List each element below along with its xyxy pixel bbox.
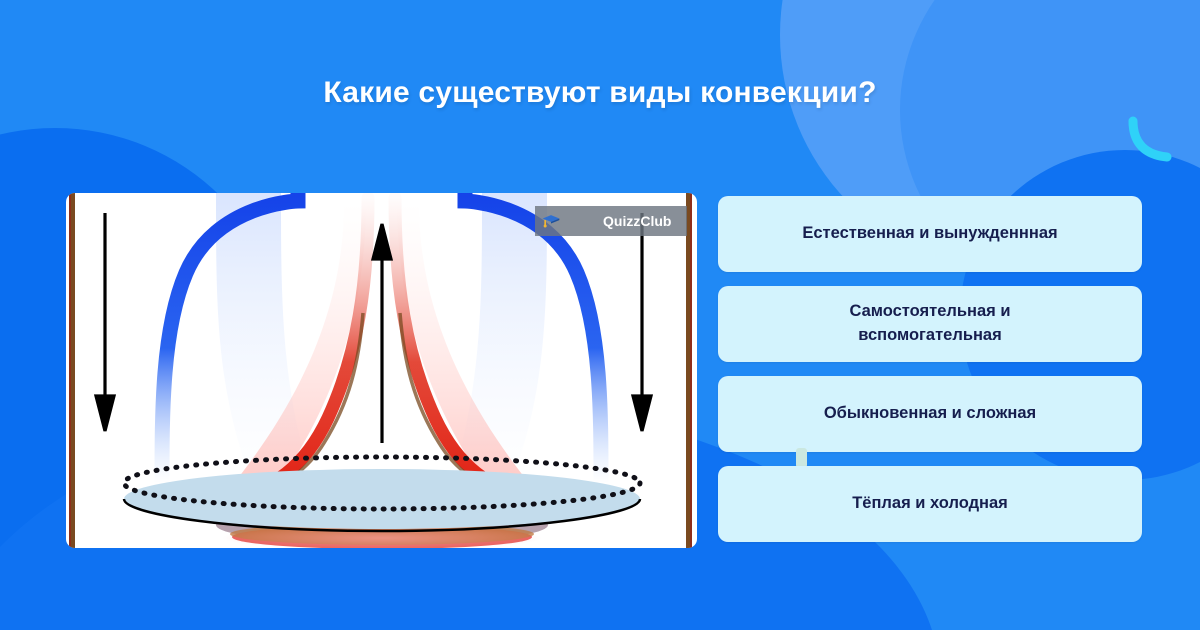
- watermark: QuizzClub: [535, 206, 688, 236]
- page-title: Какие существуют виды конвекции?: [323, 76, 877, 109]
- watermark-label: QuizzClub: [567, 206, 688, 236]
- question-image-card: QuizzClub: [66, 193, 697, 548]
- option-connector-handle: [796, 448, 807, 468]
- answer-option-4-label: Тёплая и холодная: [852, 494, 1008, 513]
- answer-option-2[interactable]: Самостоятельная и вспомогательная: [718, 286, 1142, 362]
- answer-option-3[interactable]: Обыкновенная и сложная: [718, 376, 1142, 468]
- answer-option-4[interactable]: Тёплая и холодная: [718, 466, 1142, 542]
- convection-diagram-illustration: [69, 193, 692, 548]
- graduation-cap-icon: [535, 206, 567, 236]
- answer-option-1[interactable]: Естественная и вынужденнная: [718, 196, 1142, 272]
- answer-option-2-line-2: вспомогательная: [858, 326, 1002, 344]
- answer-option-2-line-1: Самостоятельная и: [849, 302, 1011, 321]
- answer-option-1-label: Естественная и вынужденнная: [802, 224, 1058, 243]
- answer-option-2-label: Самостоятельная и вспомогательная: [849, 300, 1010, 348]
- answer-option-3-label: Обыкновенная и сложная: [823, 404, 1037, 423]
- arc-decoration-icon: [1128, 116, 1172, 162]
- answer-options-list: Естественная и вынужденнная Самостоятель…: [718, 196, 1142, 542]
